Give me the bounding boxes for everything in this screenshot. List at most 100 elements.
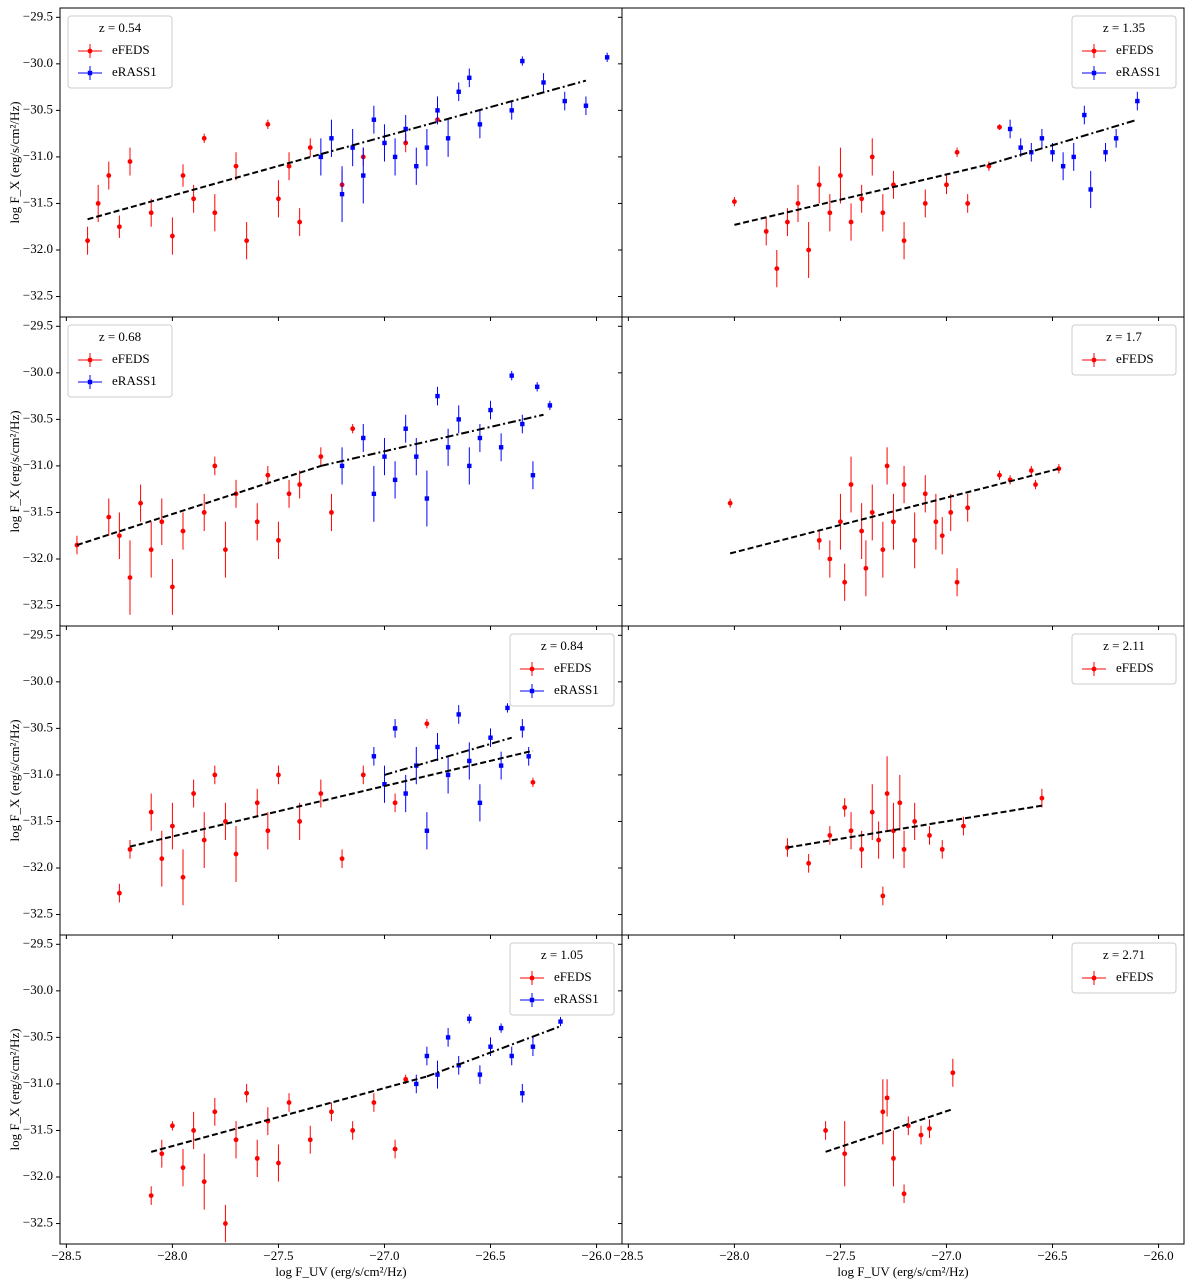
y-tick-label: −31.5 [23,194,53,209]
legend-label: eRASS1 [554,682,599,697]
y-tick-label: −31.5 [23,812,53,827]
point [869,510,875,515]
legend-title: z = 1.35 [1103,20,1145,35]
point [371,1100,377,1105]
point [1088,187,1093,192]
y-tick-label: −30.0 [23,55,53,70]
point [897,800,903,806]
point [233,1137,239,1143]
point [583,103,589,108]
point [392,154,398,160]
point [201,135,207,141]
y-tick-label: −30.5 [23,1028,53,1043]
y-axis-label: log F_X (erg/s/cm²/Hz) [7,101,22,223]
point [530,779,536,785]
point [95,201,101,206]
point [286,491,292,497]
x-tick-label: −26.5 [475,1248,505,1263]
point [827,833,833,838]
point [106,514,112,520]
point [361,435,366,441]
point [254,1155,260,1161]
point [530,473,536,478]
point [918,1132,924,1138]
point [785,219,790,225]
point [467,1016,472,1021]
point [498,1025,504,1031]
point [424,1053,430,1059]
point [403,140,409,146]
y-tick-label: −29.5 [23,8,53,23]
point [795,201,801,206]
legend-box [67,15,173,89]
legend-box [1071,15,1177,89]
point [1135,98,1140,104]
point [276,537,281,543]
point [276,1160,281,1166]
point [823,1128,828,1133]
point [842,579,848,585]
point [350,145,355,150]
point [456,417,461,422]
point [244,1090,250,1096]
fit-line [988,118,1138,166]
x-tick-label: −28.5 [613,1248,643,1263]
fit-line [426,1025,561,1078]
y-tick-label: −32.0 [23,241,53,256]
x-tick-label: −27.5 [825,1248,855,1263]
point [170,1123,175,1129]
point [106,173,112,178]
point [445,445,451,450]
y-tick-label: −32.5 [23,906,53,921]
point [339,463,345,469]
point [424,721,430,727]
legend-label: eFEDS [112,42,150,57]
legend-marker [529,975,535,981]
point [842,805,848,810]
y-tick-label: −32.5 [23,288,53,303]
point [816,537,822,543]
y-tick-label: −30.5 [23,719,53,734]
legend-marker [87,48,93,54]
point [265,121,271,127]
legend-label: eRASS1 [1116,64,1161,79]
point [774,266,780,272]
legend: z = 0.84 eFEDS eRASS1 [509,633,615,707]
point [912,537,918,543]
point [961,823,966,829]
legend-marker [87,70,93,76]
point [1082,112,1087,118]
point [547,403,553,408]
point [180,173,186,178]
x-tick-label: −26.5 [1037,1248,1067,1263]
point [212,463,218,469]
point [276,196,281,202]
point [901,1191,907,1197]
point [732,199,737,204]
point [1039,136,1045,141]
point [339,856,345,862]
point [233,851,239,857]
point [445,1035,451,1040]
panel: −32.5 −32.0 −31.5 −31.0 −30.5 −30.0 −29.5 log F… [7,7,623,321]
point [520,726,525,731]
fit-line [734,163,990,226]
point [329,136,334,141]
point [138,500,143,506]
point [604,55,610,60]
point [307,145,313,151]
point [403,426,408,431]
point [763,228,769,234]
panel-frame [621,934,1185,1245]
point [859,528,865,534]
point [467,75,472,81]
point [159,1151,165,1157]
fit-line [384,736,513,776]
legend-label: eFEDS [1116,969,1154,984]
point [876,837,882,843]
point [435,1072,440,1077]
y-axis-label: log F_X (erg/s/cm²/Hz) [7,410,22,532]
x-tick-label: −28.0 [719,1248,749,1263]
legend-title: z = 0.68 [99,329,141,344]
